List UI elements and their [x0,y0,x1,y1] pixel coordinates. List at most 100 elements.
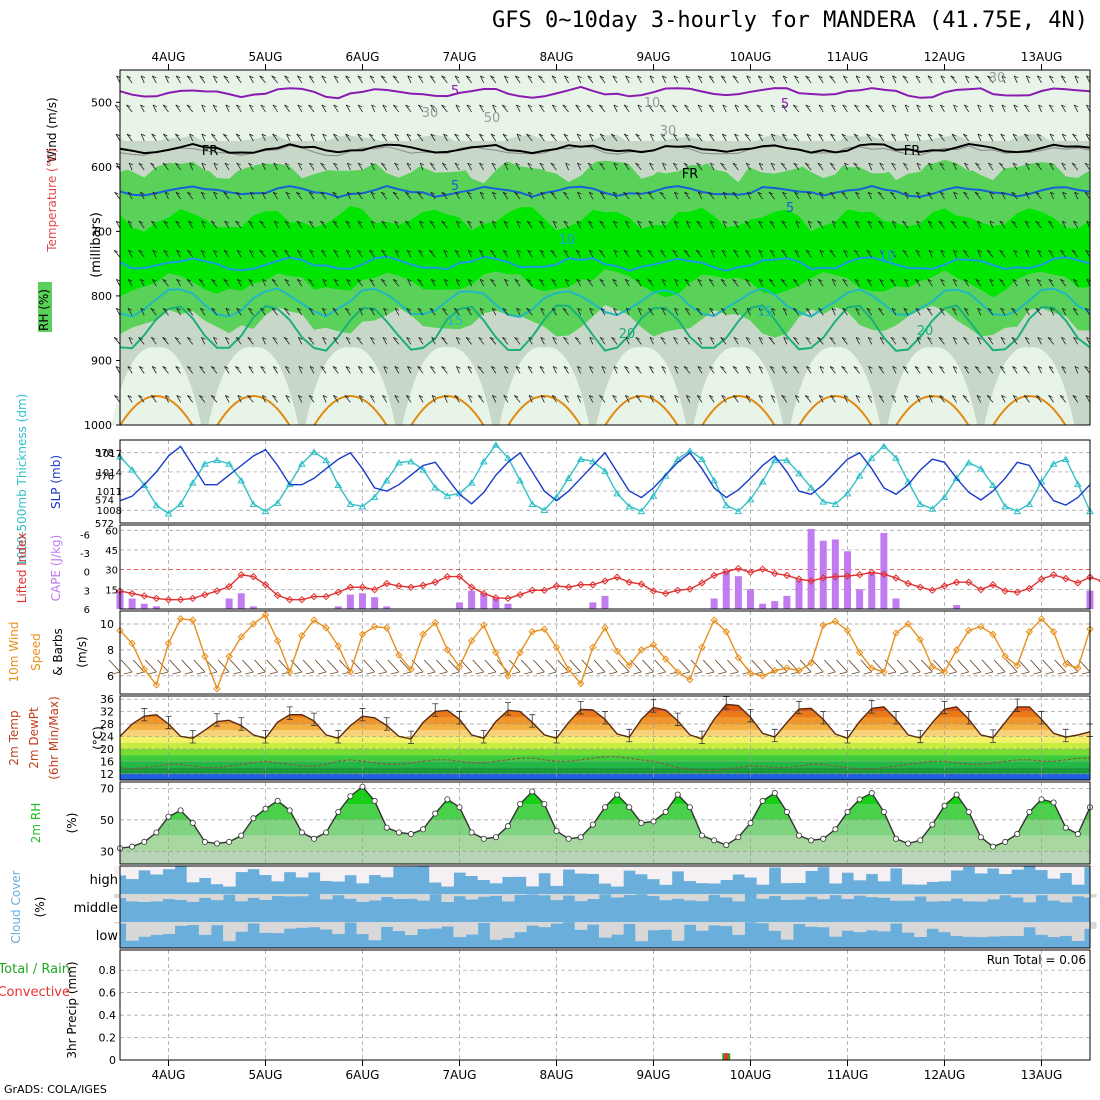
wind-barb [272,104,278,113]
rh2m-line-point [771,790,778,797]
wind-barb [201,104,206,113]
wind-barb [259,75,266,84]
wind10-line-point [370,622,379,631]
cloud-gap [1071,894,1085,897]
temp-minmax-whisker [262,730,269,744]
wind-barb [867,191,873,200]
cloud-gap [380,866,394,878]
wind-barb [455,278,461,287]
wind-barb [477,395,485,403]
cloud-gap [332,894,345,896]
wind10-label-c: & Barbs [51,628,65,676]
wind-barb [805,249,812,258]
cloud-gap [914,894,927,897]
thickness-line-point [310,448,318,455]
wind-barb [186,75,194,84]
wind-barb [345,336,351,345]
temp-color-band [120,761,1090,768]
rh2m-line-point [905,840,912,847]
temp-color-band [120,748,1090,756]
wind-barb [562,191,569,200]
cloud-gap [404,894,418,899]
temp-tick-label: 20 [100,743,114,756]
wind-barb [904,133,909,142]
wind10-line-point [128,639,136,648]
temp-25-contour [604,395,679,426]
wind-barb [623,162,630,171]
wind10-line-point [164,639,173,648]
wind-barb [1000,307,1006,316]
lifted-index-line-point [334,588,342,596]
wind-barb [637,307,643,316]
wind-barb [248,366,254,374]
dewpt-line [119,756,1090,772]
wind-barb [1011,191,1018,200]
wind-barb [686,220,691,229]
precip-tick-label: 0.2 [99,1032,117,1045]
wind-barb [429,307,436,316]
wind10-line-point [552,643,561,652]
wind-barb [479,307,485,316]
thickness-line-point [467,479,476,486]
rh2m-line-point [310,835,317,842]
wind-barb [394,395,400,403]
wind-barb [502,249,509,258]
cloud-gap [683,866,697,882]
contour-label: FR [904,144,921,159]
wind-barb [467,191,472,200]
wind-barb [623,104,630,113]
thickness-line-point [273,499,282,506]
lifted-index-line-point [1074,579,1082,587]
wind-barb-10m [678,659,691,675]
wind10-line-point [540,625,549,633]
wind-barb [272,249,278,258]
cloud-gap [162,894,176,900]
wind-barb [1012,395,1018,403]
wind-barb-10m [1018,659,1030,675]
rh2m-line-point [953,791,960,798]
wind-barb [829,336,836,345]
wind-barb [1062,191,1067,200]
wind-barb [842,104,848,113]
wind10-line-point [467,637,476,645]
wind-barb [938,220,945,229]
cloud-gap [453,894,467,897]
lifted-index-line-point [225,582,233,591]
wind-barb [1001,191,1006,200]
wind-barb [479,278,485,287]
lifted-index-line-point [201,590,209,599]
thickness-line-point [516,476,525,484]
rh2m-line-point [504,823,511,830]
wind10-line-point [637,646,646,654]
wind-barb [647,278,654,287]
wind-barb [877,307,885,316]
date-label-bottom: 10AUG [730,1068,772,1082]
wind-barb [940,278,945,287]
temp-5-contour [119,184,1091,199]
cloud-gap [744,866,758,878]
wind-barb [708,104,715,113]
wind-barb [853,366,860,374]
wind-barb [515,162,521,171]
cloud-gap [320,922,333,930]
temp-minmax-whisker [893,711,899,725]
wind-barb [927,220,933,229]
cloud-gap [574,866,588,874]
wind-barb [539,278,545,287]
wind-barb [127,307,133,316]
wind-barb [272,366,278,374]
wind-barb [392,75,400,84]
wind-barb-10m [569,659,582,675]
wind-barb [649,162,654,171]
wind10-line-point [286,668,294,676]
wind-barb [928,104,933,113]
wind-barb [915,75,921,84]
wind10-line-point [746,669,755,677]
wind-barb [844,162,849,171]
wind-barb [963,104,970,113]
wind-barb [308,220,315,229]
cloud-gap [126,866,139,880]
wind10-line-point [819,621,827,629]
wind-barb [1061,104,1067,113]
